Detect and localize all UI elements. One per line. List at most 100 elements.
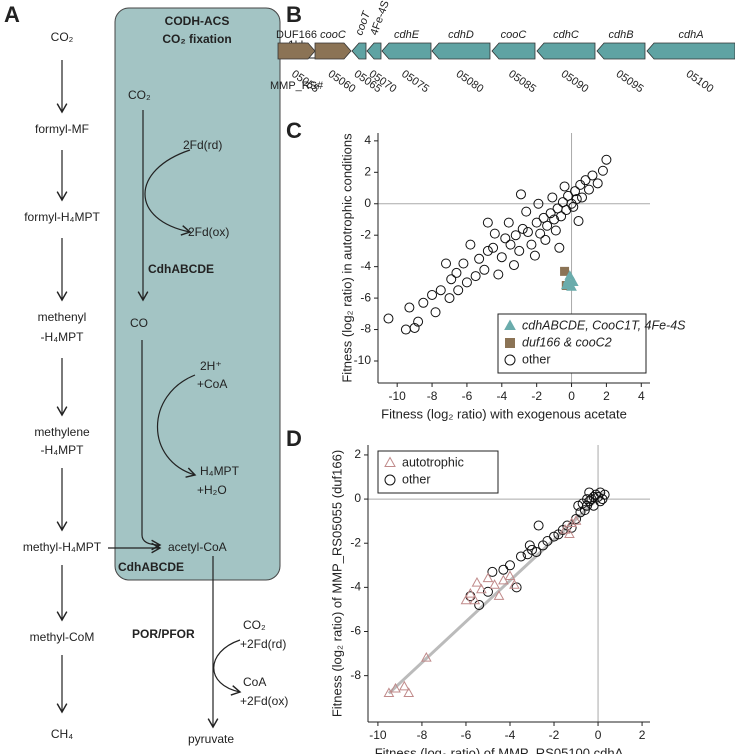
arrow	[144, 149, 192, 236]
point	[570, 515, 582, 525]
point	[524, 540, 535, 551]
point	[554, 242, 565, 253]
point	[400, 324, 411, 335]
x-tick-label: -2	[531, 389, 542, 403]
legend-label: other	[402, 472, 431, 486]
y-tick-label: 2	[364, 164, 371, 178]
gene	[381, 42, 432, 60]
text: H₄MPT	[200, 464, 240, 478]
point	[498, 564, 509, 575]
point	[435, 285, 446, 296]
point	[510, 230, 521, 241]
pathway-step: CO₂	[51, 30, 74, 44]
x-tick-label: 0	[595, 728, 602, 742]
point	[584, 487, 595, 498]
point	[570, 186, 581, 197]
point	[571, 194, 582, 205]
point	[550, 225, 561, 236]
x-tick-label: -8	[417, 728, 428, 742]
point	[461, 277, 472, 288]
panel-label: D	[286, 426, 302, 451]
x-tick-label: -8	[427, 389, 438, 403]
x-tick-label: -2	[549, 728, 560, 742]
point	[474, 600, 485, 611]
point	[482, 245, 493, 256]
point	[418, 297, 429, 308]
text: +CoA	[197, 377, 227, 391]
point	[515, 189, 526, 200]
point	[535, 228, 546, 239]
point	[496, 252, 507, 263]
enzyme: CdhABCDE	[118, 560, 184, 574]
arrow	[156, 374, 197, 478]
pathway-step: -H₄MPT	[41, 330, 85, 344]
legend-label: cdhABCDE, CooC1T, 4Fe-4S	[522, 318, 686, 332]
x-tick-label: -4	[505, 728, 516, 742]
text: 2Fd(ox)	[188, 225, 229, 239]
point	[583, 184, 594, 195]
point	[493, 590, 505, 600]
point	[465, 239, 476, 250]
point	[451, 267, 462, 278]
text: +2Fd(ox)	[240, 694, 288, 708]
point	[458, 258, 469, 269]
panel-label: B	[286, 2, 302, 27]
fit-line	[387, 491, 606, 695]
x-tick-label: -6	[462, 389, 473, 403]
y-tick-label: -4	[360, 259, 371, 273]
point	[545, 208, 556, 219]
point	[567, 276, 579, 287]
point	[556, 211, 567, 222]
point	[465, 591, 476, 602]
gene-label: cooC	[501, 29, 527, 41]
point	[470, 271, 481, 282]
point	[531, 547, 542, 558]
y-axis-label: Fitness (log₂ ratio) in autotrophic cond…	[339, 133, 354, 383]
codh-acs-box	[114, 7, 281, 581]
legend-marker	[384, 456, 396, 467]
point	[515, 551, 526, 562]
x-tick-label: -10	[369, 728, 387, 742]
gene	[536, 42, 596, 60]
point	[465, 588, 476, 598]
y-tick-label: 2	[354, 447, 361, 461]
point	[573, 216, 584, 227]
y-tick-label: -2	[360, 227, 371, 241]
point	[403, 687, 415, 697]
pathway-step: -H₄MPT	[41, 443, 85, 457]
y-tick-label: -8	[360, 322, 371, 336]
point	[547, 192, 558, 203]
locus-label: 05095	[614, 68, 646, 95]
x-tick-label: 2	[603, 389, 610, 403]
x-tick-label: -6	[461, 728, 472, 742]
legend	[377, 450, 499, 494]
point	[503, 217, 514, 228]
x-tick-label: -10	[389, 389, 407, 403]
pathway-step: methyl-CoM	[30, 630, 95, 644]
y-tick-label: -6	[360, 290, 371, 304]
arrow	[141, 340, 162, 551]
gene	[351, 42, 367, 60]
text: +H₂O	[197, 483, 227, 497]
text: acetyl-CoA	[168, 540, 227, 554]
x-axis-label: Fitness (log₂ ratio) with exogenous acet…	[381, 406, 627, 421]
point	[383, 313, 394, 324]
point	[441, 258, 451, 269]
legend-marker	[504, 354, 516, 366]
pathway-step: formyl-MF	[35, 122, 89, 136]
point	[413, 316, 424, 327]
point	[511, 582, 522, 593]
enzyme: POR/PFOR	[132, 627, 195, 641]
point	[564, 528, 575, 539]
point	[420, 652, 432, 662]
point	[390, 682, 401, 693]
locus-label: 05080	[454, 68, 486, 95]
x-tick-label: 4	[638, 389, 645, 403]
point	[504, 570, 516, 580]
point	[560, 279, 572, 290]
y-tick-label: -2	[350, 535, 361, 549]
pathway-step: methylene	[34, 425, 90, 439]
point	[542, 220, 553, 231]
legend-label: other	[522, 352, 551, 366]
point	[592, 178, 603, 189]
